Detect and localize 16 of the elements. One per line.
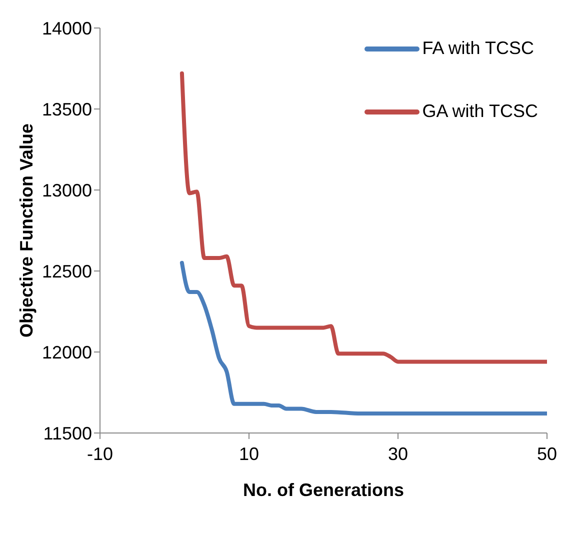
line-series [180,260,547,416]
y-tick-label: 14000 [42,18,92,38]
y-tick-label: 12500 [42,261,92,282]
y-tick-label: 13500 [42,99,92,120]
y-tick-label: 13000 [42,180,92,200]
legend-label: FA with TCSC [422,38,534,59]
line-series [180,71,547,364]
x-axis-title: No. of Generations [242,480,404,500]
x-tick-label: -10 [86,444,114,464]
legend-label: GA with TCSC [422,101,538,122]
x-tick-label: 50 [536,444,558,464]
y-axis-title: Objective Function Value [16,123,36,338]
x-tick-label: 30 [388,444,408,464]
x-tick-label: 10 [238,444,260,464]
y-tick-label: 12000 [42,342,92,362]
y-tick-label: 11500 [43,423,92,444]
